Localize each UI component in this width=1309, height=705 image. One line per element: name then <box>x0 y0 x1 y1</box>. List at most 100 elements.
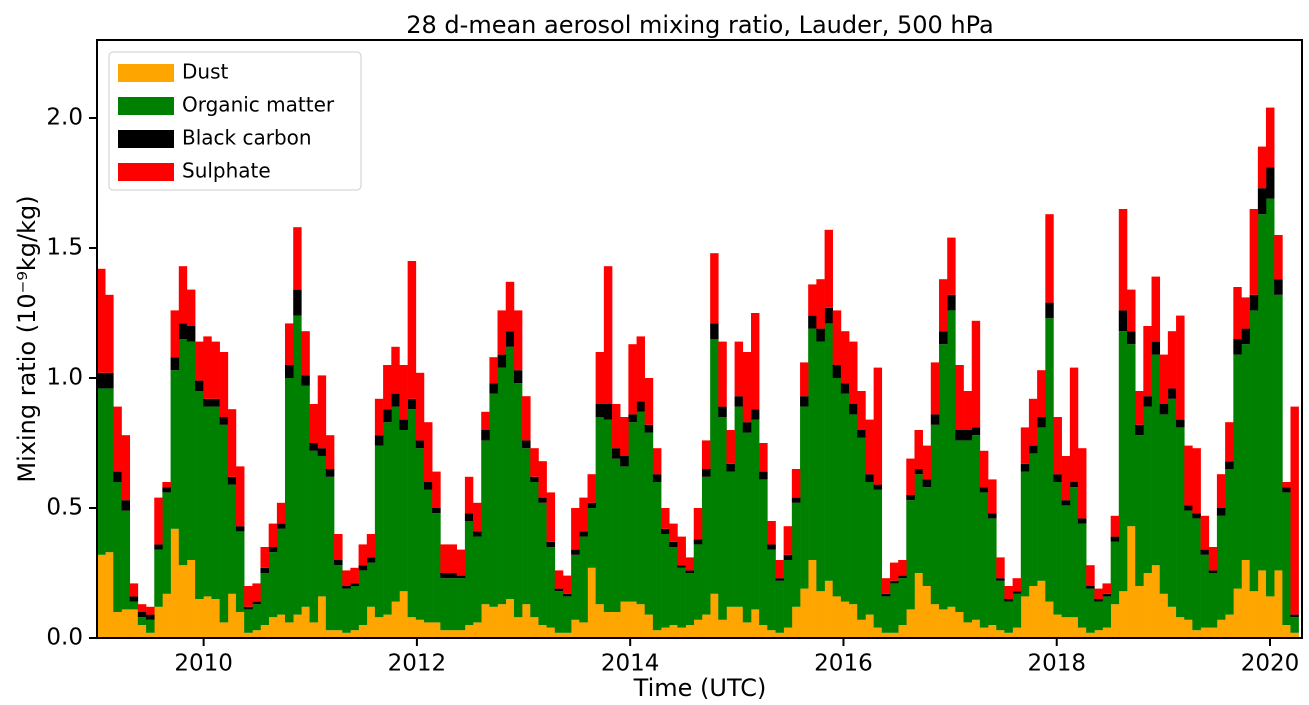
bar-segment <box>473 536 482 623</box>
bar-segment <box>489 383 498 394</box>
bar-segment <box>996 630 1005 638</box>
bar-segment <box>1265 107 1275 168</box>
bar-segment <box>1102 627 1111 638</box>
bar-segment <box>603 404 613 420</box>
bar-segment <box>939 279 948 332</box>
bar-segment <box>293 227 302 290</box>
bar-segment <box>1061 505 1071 618</box>
bar-segment <box>276 502 286 524</box>
bar-segment <box>685 570 695 573</box>
bar-segment <box>1127 289 1136 332</box>
bar-segment <box>546 547 556 628</box>
legend-swatch <box>118 163 174 181</box>
bar-segment <box>603 419 613 612</box>
bar-segment <box>1274 235 1283 280</box>
bar-segment <box>186 289 196 326</box>
bar-segment <box>1216 474 1226 508</box>
bar-segment <box>374 617 384 638</box>
bar-segment <box>276 614 286 638</box>
bar-segment <box>399 365 408 420</box>
bar-segment <box>1102 593 1111 597</box>
bar-segment <box>759 443 768 472</box>
bar-segment <box>857 619 866 638</box>
bar-segment <box>309 450 319 623</box>
bar-segment <box>979 627 989 638</box>
bar-segment <box>456 575 466 579</box>
bar-segment <box>1282 492 1291 625</box>
bar-segment <box>1225 614 1234 638</box>
bar-segment <box>955 612 964 638</box>
bar-segment <box>227 409 237 477</box>
bar-segment <box>963 440 973 623</box>
bar-segment <box>628 414 637 423</box>
bar-segment <box>105 552 114 638</box>
bar-segment <box>947 310 956 607</box>
bar-segment <box>121 510 131 610</box>
bar-segment <box>595 352 605 404</box>
bar-segment <box>309 404 319 443</box>
bar-segment <box>489 357 498 384</box>
bar-segment <box>219 352 229 417</box>
bar-segment <box>1151 354 1161 566</box>
bar-segment <box>1020 427 1030 464</box>
bar-segment <box>734 396 744 407</box>
legend-swatch <box>118 64 174 82</box>
bar-segment <box>808 315 817 329</box>
bar-segment <box>914 474 923 573</box>
bar-segment <box>824 229 833 308</box>
bar-segment <box>693 508 703 540</box>
bar-segment <box>947 294 956 311</box>
bar-segment <box>1249 591 1259 638</box>
bar-segment <box>334 630 343 638</box>
bar-segment <box>383 614 392 638</box>
bar-segment <box>930 362 940 415</box>
bar-segment <box>742 352 752 423</box>
bar-segment <box>881 632 891 638</box>
bar-segment <box>113 471 122 482</box>
bar-segment <box>407 398 417 410</box>
bar-segment <box>849 604 858 638</box>
bar-segment <box>1167 331 1177 389</box>
bar-segment <box>195 391 204 599</box>
bar-segment <box>97 554 106 638</box>
bar-segment <box>1069 482 1079 488</box>
bar-segment <box>448 630 457 638</box>
bar-segment <box>1094 630 1103 638</box>
bar-segment <box>1290 617 1299 633</box>
bar-segment <box>162 487 171 493</box>
bar-segment <box>1143 326 1152 397</box>
bar-segment <box>963 622 973 638</box>
bar-segment <box>195 341 204 381</box>
bar-segment <box>1127 344 1136 527</box>
bar-segment <box>832 365 842 378</box>
bar-segment <box>415 619 425 638</box>
bar-segment <box>710 593 719 638</box>
bar-segment <box>996 578 1005 581</box>
bar-segment <box>955 365 964 430</box>
bar-segment <box>301 385 310 607</box>
bar-segment <box>522 396 531 441</box>
bar-segment <box>1061 500 1071 506</box>
bar-segment <box>235 612 245 638</box>
bar-segment <box>317 596 327 638</box>
bar-segment <box>898 578 907 625</box>
bar-segment <box>244 606 253 610</box>
bar-segment <box>906 609 915 638</box>
bar-segment <box>963 430 973 441</box>
bar-segment <box>358 565 368 571</box>
bar-segment <box>1159 404 1169 415</box>
bar-segment <box>1127 331 1136 345</box>
bar-segment <box>464 521 474 625</box>
bar-segment <box>1167 398 1177 607</box>
legend-swatch <box>118 130 174 148</box>
bar-segment <box>1110 604 1120 638</box>
bar-segment <box>669 625 678 638</box>
bar-segment <box>317 375 327 449</box>
bar-segment <box>865 482 874 615</box>
bar-segment <box>1265 198 1275 597</box>
bar-segment <box>162 492 171 594</box>
bar-segment <box>391 601 400 638</box>
bar-segment <box>685 625 695 638</box>
y-tick-label: 2.0 <box>46 105 83 131</box>
